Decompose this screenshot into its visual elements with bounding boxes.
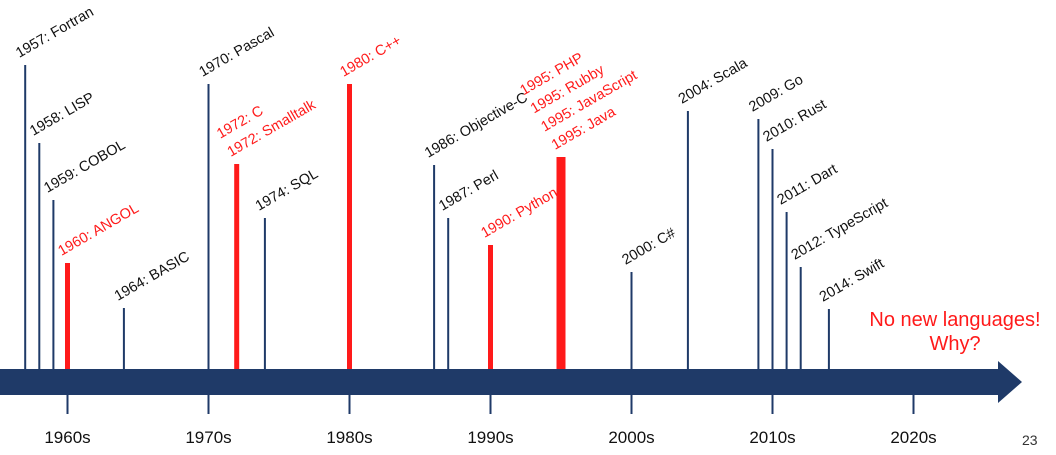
callout-line-1: No new languages! <box>869 309 1041 331</box>
event-stem <box>556 157 566 370</box>
event-stem <box>799 267 802 370</box>
timeline-arrow <box>0 361 1022 403</box>
event-label: 1974: SQL <box>253 166 321 215</box>
event-label: 1970: Pascal <box>197 25 278 81</box>
event-stem <box>263 218 266 370</box>
event-label: 1986: Objective-C <box>422 90 531 162</box>
event-label: 1980: C++ <box>338 33 405 81</box>
event-label: 1987: Perl <box>436 168 501 215</box>
event-label: 2004: Scala <box>676 55 751 108</box>
page-number: 23 <box>1022 432 1038 448</box>
event-label: 1964: BASIC <box>112 249 193 305</box>
event-stem <box>347 84 352 370</box>
event-label: 2009: Go <box>746 72 806 116</box>
event-label: 1959: COBOL <box>41 137 128 196</box>
decade-label: 1990s <box>467 428 513 447</box>
event-stem <box>686 111 689 370</box>
event-label: 2014: Swift <box>817 256 887 306</box>
event-stem <box>447 218 450 370</box>
event-label: 2012: TypeScript <box>789 195 891 263</box>
event-stem <box>38 143 41 370</box>
event-label: 2011: Dart <box>775 161 841 208</box>
event-label: 1960: ANGOL <box>56 200 142 259</box>
event-stem <box>122 308 125 370</box>
decade-label: 2020s <box>890 428 936 447</box>
event-stems <box>24 65 830 370</box>
event-label: 1958: LISP <box>27 90 97 140</box>
event-stem <box>234 164 240 370</box>
event-stem <box>24 65 27 370</box>
event-stem <box>207 84 210 370</box>
decade-label: 2000s <box>608 428 654 447</box>
event-stem <box>630 272 633 370</box>
event-stem <box>52 200 55 370</box>
decade-label: 2010s <box>749 428 795 447</box>
event-label: 2000: C# <box>620 225 679 268</box>
no-new-languages-callout: No new languages! Why? <box>850 308 1056 356</box>
decade-ticks: 1960s 1970s 1980s 1990s 2000s 2010s 2020s <box>44 395 937 447</box>
decade-label: 1960s <box>44 428 90 447</box>
decade-label: 1970s <box>185 428 231 447</box>
event-label: 1990: Python <box>479 185 561 242</box>
event-stem <box>65 263 70 370</box>
timeline-axis <box>0 361 1022 403</box>
event-stem <box>785 212 788 370</box>
event-stem <box>771 149 774 370</box>
event-stem <box>827 309 830 370</box>
event-stem <box>757 119 760 370</box>
callout-line-2: Why? <box>929 333 981 355</box>
event-label: 1957: Fortran <box>13 4 96 61</box>
event-stem <box>433 165 436 370</box>
event-stem <box>488 245 493 370</box>
decade-label: 1980s <box>326 428 372 447</box>
